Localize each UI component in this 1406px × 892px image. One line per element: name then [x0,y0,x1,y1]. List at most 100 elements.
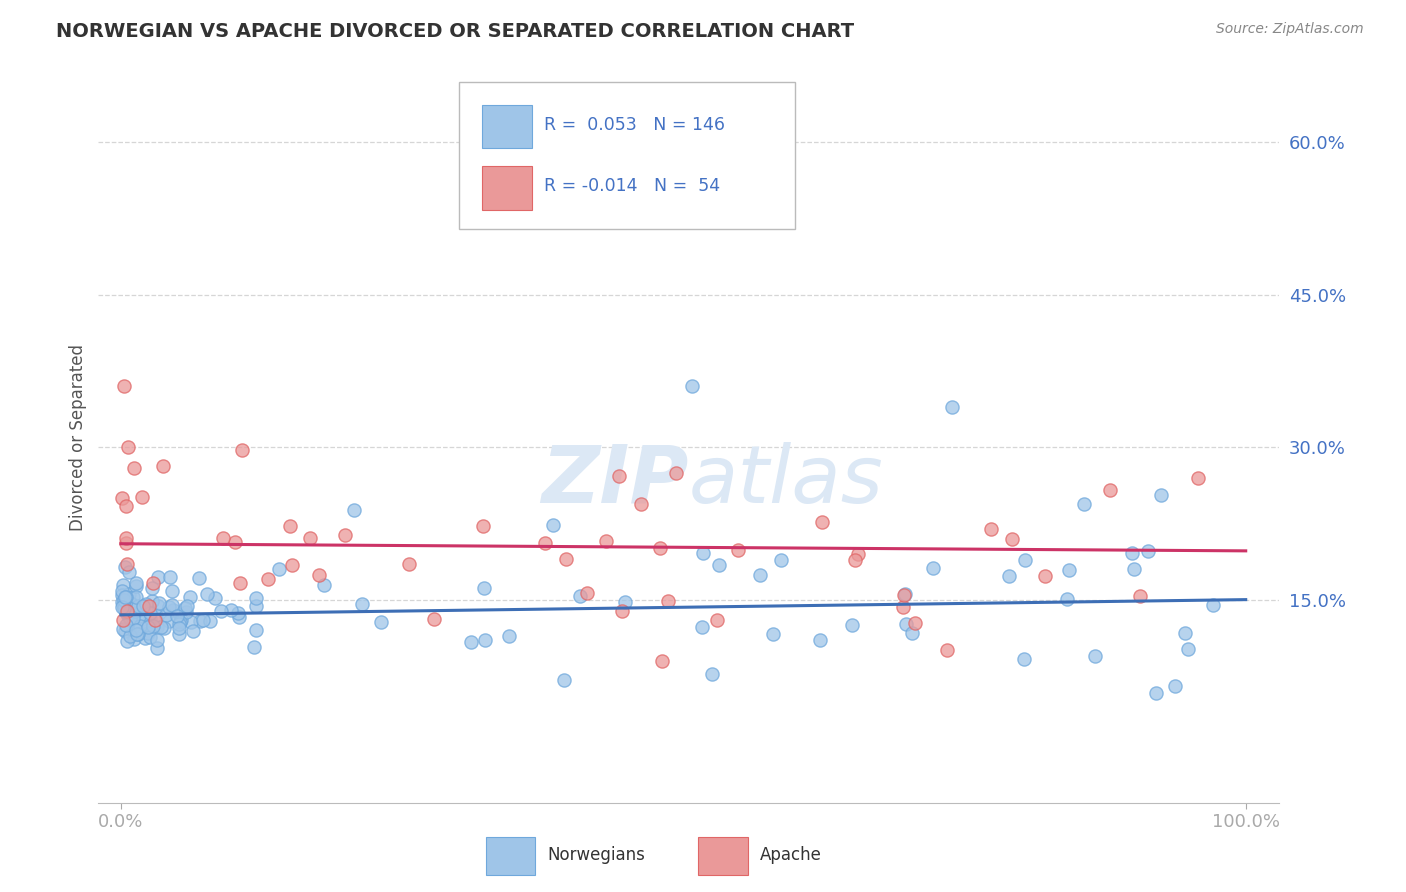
Point [118,587,141,601]
Point [124,605,146,619]
Point [245,599,267,613]
Point [1073,497,1095,511]
Point [143,613,166,627]
Point [157,600,180,615]
Point [117,608,139,623]
Point [162,603,184,617]
Point [595,533,617,548]
Point [111,599,134,614]
Point [124,604,146,618]
Point [128,603,150,617]
Point [226,606,249,620]
Point [122,460,145,475]
Point [727,542,749,557]
Point [893,599,915,614]
Point [472,519,495,533]
Point [204,591,226,605]
Point [179,590,201,604]
Point [844,552,866,566]
Point [630,497,652,511]
Point [997,568,1019,582]
Point [117,599,139,613]
Point [111,595,134,609]
Point [142,618,165,632]
Point [333,528,356,542]
Point [901,625,924,640]
Point [111,491,134,506]
Point [142,576,165,591]
Point [132,599,155,614]
Point [157,614,180,628]
Point [141,581,163,595]
Point [112,600,135,615]
Point [229,576,252,591]
Text: R =  0.053   N = 146: R = 0.053 N = 146 [544,116,724,134]
Point [980,522,1002,536]
Point [111,588,134,602]
Point [904,615,927,630]
Point [118,611,141,625]
Point [1098,483,1121,498]
Point [343,502,366,516]
Point [115,531,138,545]
Point [155,608,177,623]
Point [681,379,703,393]
Point [141,594,163,608]
Point [111,622,134,636]
Point [188,571,211,585]
Point [112,379,135,393]
Point [472,581,495,595]
Point [398,558,420,572]
Point [228,610,250,624]
Point [195,587,218,601]
Text: ZIP: ZIP [541,442,689,520]
Text: NORWEGIAN VS APACHE DIVORCED OR SEPARATED CORRELATION CHART: NORWEGIAN VS APACHE DIVORCED OR SEPARATE… [56,22,855,41]
Point [1129,589,1152,603]
Text: atlas: atlas [689,442,884,520]
Point [569,589,592,603]
Point [162,583,184,598]
Point [191,613,214,627]
Point [224,535,246,549]
Point [181,624,204,638]
Point [125,576,148,591]
Point [131,491,153,505]
Point [118,565,141,579]
Point [1137,543,1160,558]
Point [176,599,198,614]
Point [118,629,141,643]
Point [312,578,335,592]
Point [846,547,869,561]
Point [690,620,713,634]
Point [936,643,959,657]
Point [174,605,197,619]
Point [1033,569,1056,583]
Point [1202,598,1225,612]
Point [159,570,181,584]
Point [894,587,917,601]
FancyBboxPatch shape [482,167,531,210]
Point [127,599,149,614]
Point [117,601,139,615]
Point [231,443,253,458]
Point [139,631,162,645]
Point [125,626,148,640]
Point [114,559,136,574]
Point [134,631,156,645]
Point [474,632,496,647]
Point [146,599,169,614]
Point [115,604,138,618]
Point [124,623,146,637]
Point [146,570,169,584]
Point [114,624,136,639]
Point [893,588,915,602]
Point [245,591,267,605]
Point [114,590,136,604]
Point [118,603,141,617]
Point [692,546,714,560]
FancyBboxPatch shape [699,838,748,875]
Point [1174,625,1197,640]
Point [111,613,134,627]
Point [498,629,520,643]
Point [209,603,232,617]
